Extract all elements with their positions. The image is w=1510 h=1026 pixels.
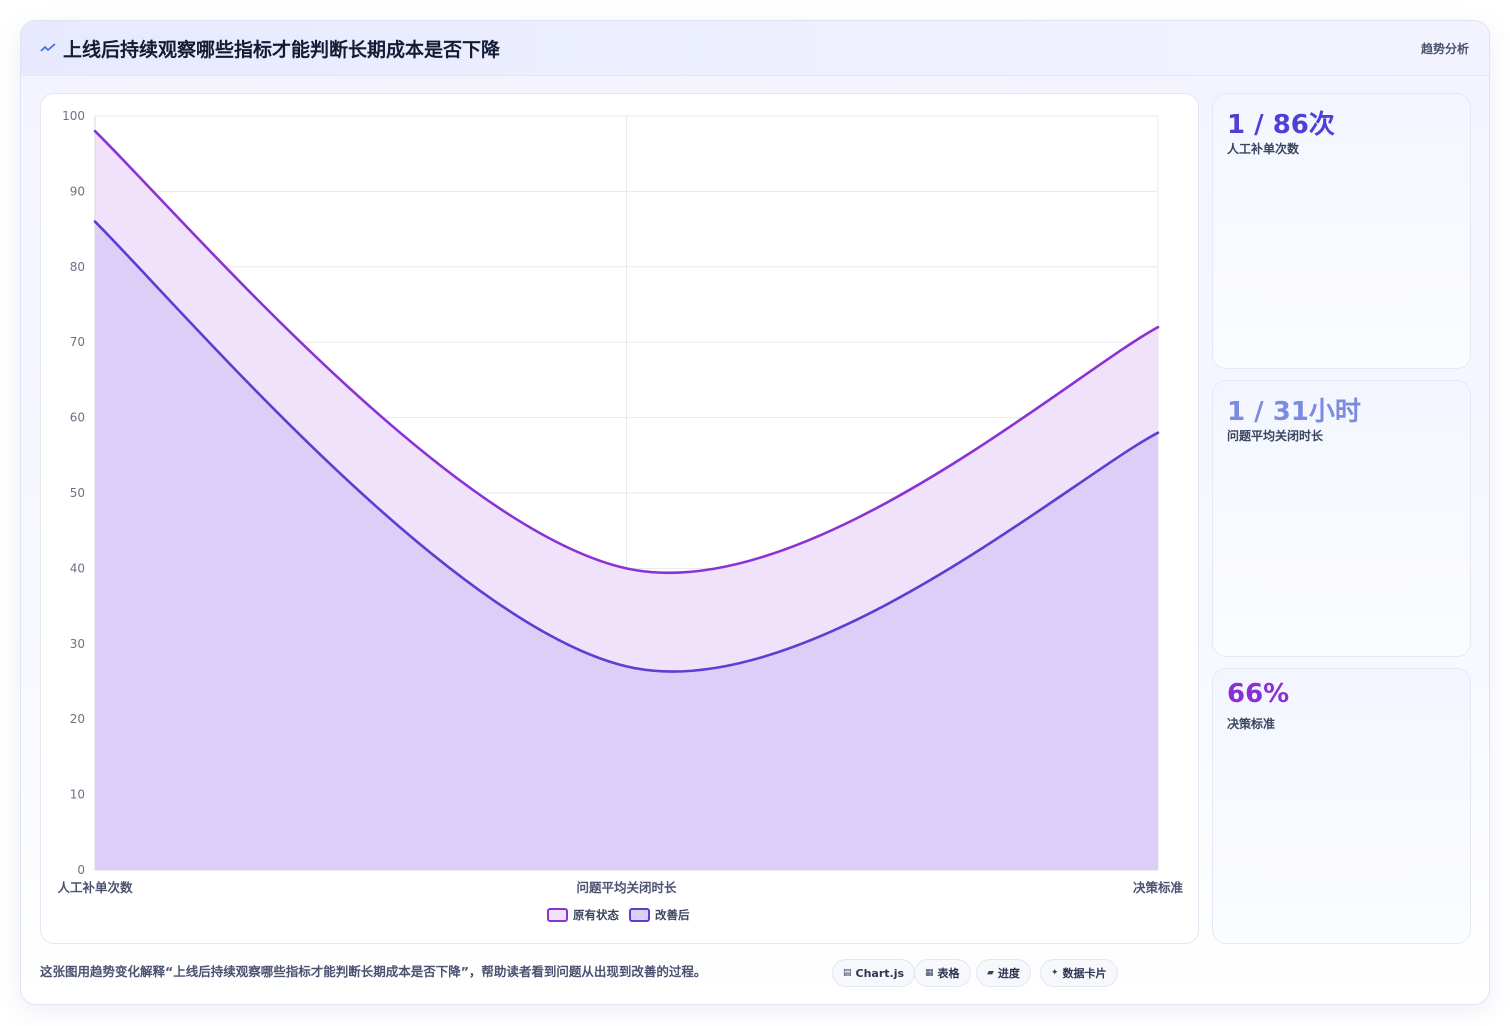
main-card: 上线后持续观察哪些指标才能判断长期成本是否下降 趋势分析 0 10 20 30 40 50… <box>20 20 1490 1005</box>
table-icon: ▦ <box>925 968 934 978</box>
stat-label: 问题平均关闭时长 <box>1227 429 1324 443</box>
stat-card-close-time: 1 / 31小时 问题平均关闭时长 <box>1212 380 1471 657</box>
header: 上线后持续观察哪些指标才能判断长期成本是否下降 趋势分析 <box>21 21 1489 76</box>
x-tick-label: 问题平均关闭时长 <box>576 880 677 895</box>
y-tick-label: 100 <box>62 109 85 123</box>
chart-panel: 0 10 20 30 40 50 60 70 80 90 100 人工补单次数 问题平均关闭时长 决策标准… <box>40 93 1199 944</box>
y-tick-label: 70 <box>70 335 85 349</box>
y-tick-label: 20 <box>70 712 85 726</box>
stat-value: 1 / 86次 <box>1227 110 1335 140</box>
y-tick-label: 60 <box>70 411 85 425</box>
legend-label-0: 原有状态 <box>573 908 619 922</box>
chip-label: Chart.js <box>855 966 905 980</box>
chart-description: 这张图用趋势变化解释“上线后持续观察哪些指标才能判断长期成本是否下降”，帮助读者… <box>40 964 707 979</box>
chip-table[interactable]: ▦ 表格 <box>914 959 971 987</box>
chip-label: 表格 <box>937 967 960 980</box>
area-chart: 0 10 20 30 40 50 60 70 80 90 100 人工补单次数 问题平均关闭时长 决策标准… <box>57 109 1184 922</box>
chip-progress[interactable]: ▰ 进度 <box>976 959 1031 987</box>
legend-swatch-0 <box>547 908 568 922</box>
y-tick-label: 50 <box>70 486 85 500</box>
page-title: 上线后持续观察哪些指标才能判断长期成本是否下降 <box>63 39 501 61</box>
chart-icon: ▤ <box>843 968 852 978</box>
stat-card-manual-orders: 1 / 86次 人工补单次数 <box>1212 93 1471 369</box>
y-tick-label: 10 <box>70 788 85 802</box>
y-tick-label: 40 <box>70 561 85 575</box>
series-line-0 <box>93 129 1160 575</box>
y-tick-label: 30 <box>70 637 85 651</box>
legend-label-1: 改善后 <box>655 908 690 922</box>
y-tick-label: 0 <box>77 863 85 877</box>
chip-label: 进度 <box>997 967 1020 980</box>
series-area-1 <box>95 221 1158 870</box>
chip-chartjs[interactable]: ▤ Chart.js <box>832 959 916 987</box>
legend-swatch-1 <box>629 908 650 922</box>
x-tick-label: 人工补单次数 <box>57 880 133 895</box>
chip-data-card[interactable]: ✦ 数据卡片 <box>1040 959 1118 987</box>
chip-label: 数据卡片 <box>1062 967 1107 980</box>
stat-label: 人工补单次数 <box>1227 142 1300 156</box>
y-tick-label: 90 <box>70 184 85 198</box>
series-line-1 <box>93 220 1160 673</box>
progress-icon: ▰ <box>987 968 994 978</box>
x-tick-label: 决策标准 <box>1133 880 1184 895</box>
header-tag[interactable]: 趋势分析 <box>1420 42 1469 56</box>
y-tick-label: 80 <box>70 260 85 274</box>
stat-card-decision: 66% 决策标准 <box>1212 668 1471 944</box>
data-card-icon: ✦ <box>1051 968 1059 978</box>
stat-label: 决策标准 <box>1227 717 1276 731</box>
trend-line-icon <box>40 43 56 52</box>
stat-value: 1 / 31小时 <box>1227 397 1361 427</box>
stat-value: 66% <box>1227 679 1290 709</box>
